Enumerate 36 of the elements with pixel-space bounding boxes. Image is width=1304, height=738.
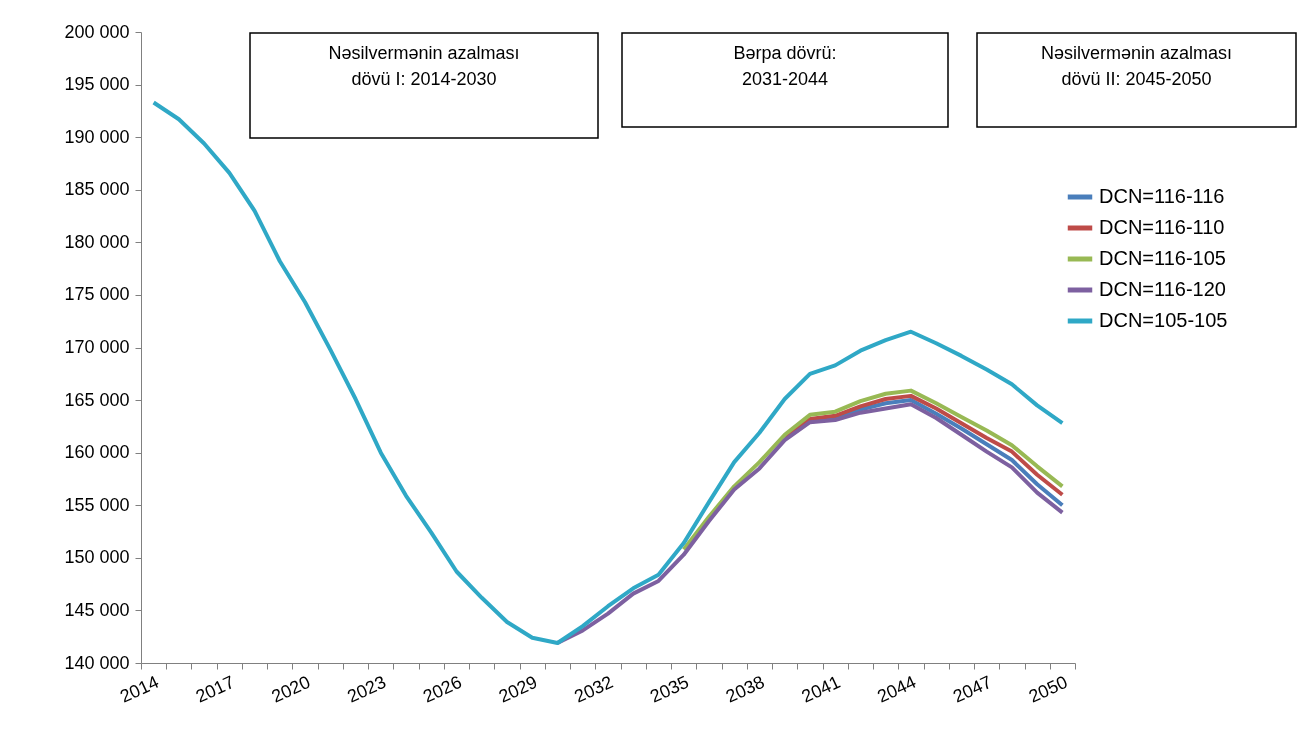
annotation: Nəsilvermənin azalması dövü I: 2014-2030	[328, 43, 520, 89]
line-series	[151, 100, 1065, 646]
x-tick-label: 2044	[874, 671, 920, 707]
x-tick-label: 2017	[192, 671, 238, 707]
x-tick-label: 2029	[495, 671, 541, 707]
y-tick-label: 145 000	[64, 599, 130, 620]
x-tick-label: 2023	[344, 671, 389, 707]
line-series	[681, 388, 1065, 552]
y-tick-label: 165 000	[64, 389, 130, 410]
y-tick-label: 170 000	[64, 337, 130, 357]
x-tick-label: 2041	[798, 671, 844, 707]
legend-label: DCN=105-105	[1099, 309, 1228, 331]
x-tick-label: 2032	[571, 671, 617, 707]
legend-label: DCN=116-116	[1099, 185, 1225, 207]
legend-label: DCN=116-110	[1099, 216, 1225, 238]
y-tick-label: 190 000	[64, 126, 130, 147]
annotation: Bərpa dövrü: 2031-2044	[733, 43, 837, 89]
legend-label: DCN=116-105	[1099, 247, 1226, 269]
y-tick-label: 175 000	[64, 284, 130, 305]
x-tick-label: 2020	[268, 671, 314, 707]
x-tick-label: 2035	[647, 671, 692, 707]
legend-label: DCN=116-120	[1099, 278, 1226, 300]
y-tick-label: 160 000	[64, 442, 130, 463]
y-tick-label: 185 000	[64, 179, 130, 200]
x-tick-label: 2014	[116, 671, 162, 707]
y-tick-label: 180 000	[64, 231, 130, 252]
x-tick-label: 2038	[722, 671, 768, 707]
y-tick-label: 150 000	[64, 547, 130, 568]
y-tick-label: 155 000	[64, 494, 130, 515]
y-tick-label: 200 000	[64, 21, 130, 42]
y-tick-label: 140 000	[64, 652, 130, 673]
x-tick-label: 2047	[950, 671, 995, 707]
y-tick-label: 195 000	[64, 74, 130, 95]
annotation: Nəsilvermənin azalması dövü II: 2045-2050	[1040, 43, 1233, 89]
x-tick-label: 2026	[419, 671, 465, 707]
x-tick-label: 2050	[1025, 671, 1071, 707]
